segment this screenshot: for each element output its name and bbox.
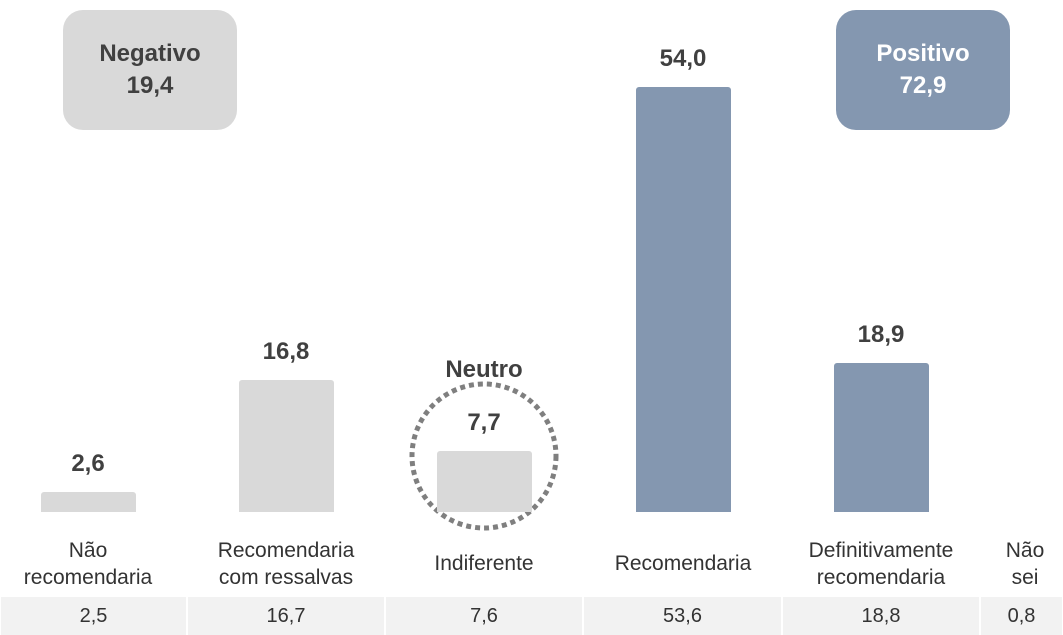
group-value: 19,4 [126,72,174,99]
group-box: Positivo 72,9 [836,10,1010,130]
category-label: Não recomendaria [23,538,153,589]
group-label: Negativo [99,39,201,67]
table-cell: 16,7 [188,597,384,635]
bar [833,363,929,512]
value-label: 54,0 [659,44,707,72]
category-label: Recomendaria com ressalvas [217,538,355,589]
table-cell: 18,8 [783,597,979,635]
value-label: 16,8 [262,337,310,365]
bar [40,491,136,512]
category-label: Recomendaria [614,552,752,576]
table-cell: 2,5 [1,597,186,635]
value-label: 7,7 [467,409,501,437]
value-label: 2,6 [71,449,105,477]
bar [238,379,334,512]
bar [635,86,731,512]
neutral-ring [409,381,559,531]
category-label: Não sei [1005,538,1045,589]
table-cell: 53,6 [584,597,781,635]
category-label: Definitivamente recomendaria [808,538,954,589]
annotation: Neutro [445,356,523,383]
bar [436,451,532,512]
table-cell: 0,8 [981,597,1062,635]
category-label: Indiferente [434,552,534,576]
value-label: 18,9 [857,321,905,349]
group-box: Negativo 19,4 [63,10,237,130]
table-cell: 7,6 [386,597,582,635]
group-value: 72,9 [899,72,947,99]
group-label: Positivo [876,39,970,67]
